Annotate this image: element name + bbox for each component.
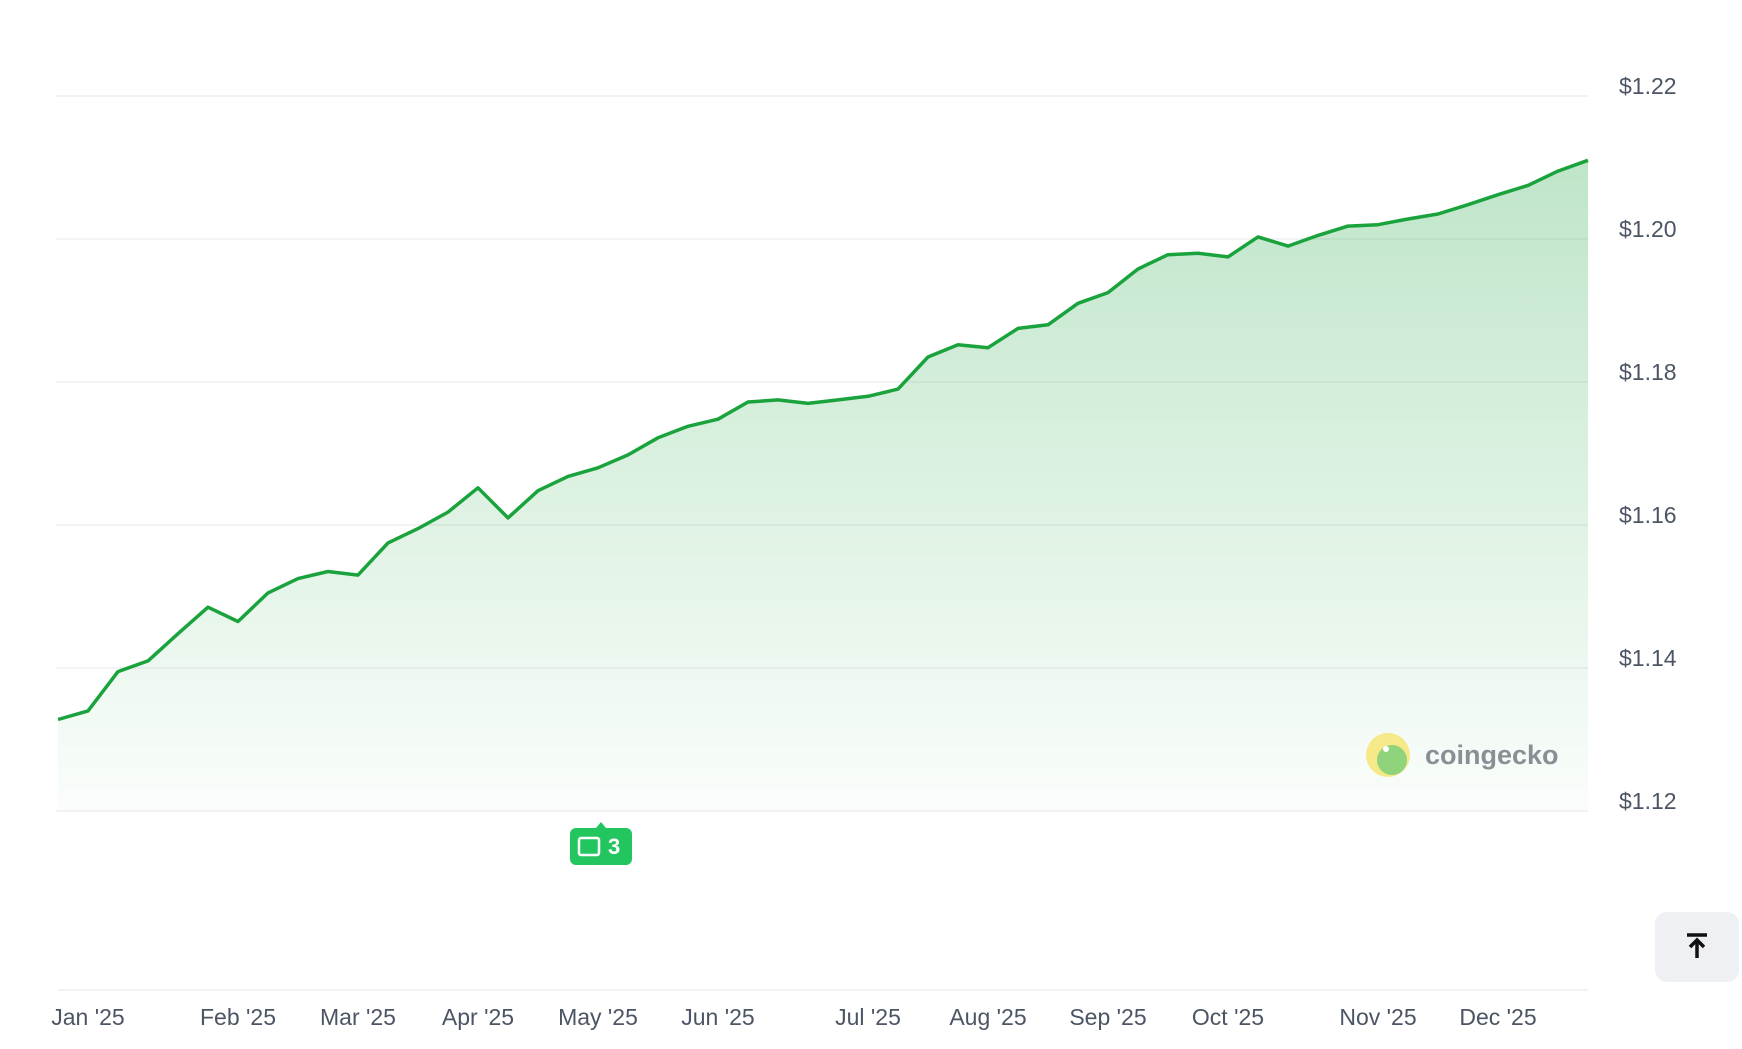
x-tick-label: Aug '25 — [949, 1004, 1026, 1030]
y-tick-label: $1.18 — [1619, 359, 1677, 385]
y-tick-label: $1.16 — [1619, 502, 1677, 528]
x-tick-label: Feb '25 — [200, 1004, 276, 1030]
area — [58, 160, 1588, 812]
x-tick-label: Apr '25 — [442, 1004, 514, 1030]
x-tick-label: Oct '25 — [1192, 1004, 1264, 1030]
x-tick-label: May '25 — [558, 1004, 638, 1030]
x-tick-label: Jun '25 — [681, 1004, 754, 1030]
logo — [1377, 745, 1407, 775]
y-tick-label: $1.12 — [1619, 788, 1677, 814]
x-tick-label: Jan '25 — [51, 1004, 124, 1030]
logo — [1383, 746, 1389, 752]
x-tick-label: Mar '25 — [320, 1004, 396, 1030]
x-tick-label: Jul '25 — [835, 1004, 901, 1030]
x-tick-label: Sep '25 — [1069, 1004, 1146, 1030]
watermark-text: coingecko — [1425, 740, 1559, 770]
y-tick-label: $1.14 — [1619, 645, 1677, 671]
x-tick-label: Nov '25 — [1339, 1004, 1416, 1030]
y-tick-label: $1.20 — [1619, 216, 1677, 242]
news-icon — [577, 836, 601, 857]
price-line — [57, 158, 1589, 722]
scroll-top-button[interactable] — [1655, 912, 1739, 982]
x-tick-label: Dec '25 — [1459, 1004, 1536, 1030]
badge-count: 3 — [608, 834, 620, 859]
badge-pointer — [596, 822, 606, 828]
y-tick-label: $1.22 — [1619, 73, 1677, 99]
arrow-up-icon — [1687, 932, 1707, 958]
news-badge[interactable]: 3 — [570, 822, 632, 865]
watermark: coingecko — [1366, 733, 1559, 777]
